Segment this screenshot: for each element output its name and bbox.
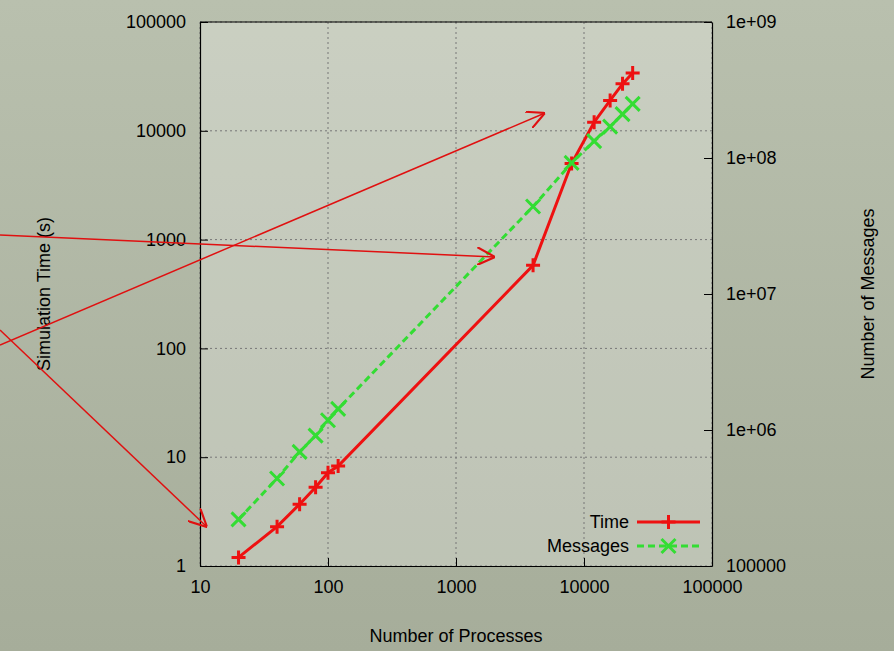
tick: 1e+07	[704, 284, 777, 304]
data-point	[232, 550, 246, 564]
tick: 100	[156, 339, 208, 359]
axis-line	[712, 23, 713, 567]
legend-label: Messages	[547, 536, 629, 556]
grid-line	[200, 130, 712, 131]
tick: 1000	[436, 558, 476, 597]
tick-mark	[704, 294, 712, 295]
tick-mark	[704, 566, 712, 567]
series-line	[239, 104, 633, 520]
data-point	[526, 258, 540, 272]
data-point	[526, 199, 540, 213]
data-point	[331, 459, 345, 473]
chart: 1010010001000010000011010010001000010000…	[0, 0, 894, 651]
grid-line	[200, 239, 712, 240]
grid-line	[200, 457, 712, 458]
background	[0, 0, 894, 651]
tick-label: 10000	[136, 121, 186, 141]
data-point	[321, 466, 335, 480]
data-point	[270, 520, 284, 534]
data-point	[309, 429, 323, 443]
tick-label: 100000	[126, 12, 186, 32]
frame	[200, 21, 712, 22]
data-point	[270, 471, 284, 485]
grid	[200, 22, 712, 566]
y-axis: 1 10 100 1000 10000 100000	[126, 12, 208, 576]
grid-line	[200, 348, 712, 349]
legend-marker	[662, 515, 676, 529]
tick-label: 1e+08	[726, 148, 777, 168]
data-point	[587, 115, 601, 129]
tick-label: 10	[190, 577, 210, 597]
tick: 1e+06	[704, 420, 777, 440]
data-point	[603, 120, 617, 134]
data-point	[232, 512, 246, 526]
tick-label: 100	[156, 339, 186, 359]
tick-mark	[200, 348, 208, 349]
grid-line	[328, 22, 329, 566]
x-axis: 10 100 1000 10000 100000	[190, 558, 742, 597]
tick-mark	[200, 131, 208, 132]
data-point	[626, 97, 640, 111]
data-point	[565, 156, 579, 170]
plot-background	[200, 22, 712, 566]
tick-mark	[200, 457, 208, 458]
axis-line	[200, 23, 201, 567]
tick: 1	[176, 556, 208, 576]
tick-mark	[200, 566, 208, 567]
tick-label: 1e+09	[726, 12, 777, 32]
data-point	[565, 157, 579, 171]
series-line	[239, 73, 633, 557]
tick-label: 100000	[682, 577, 742, 597]
legend-marker	[662, 539, 676, 553]
tick: 100000	[704, 556, 786, 576]
arrow	[0, 113, 545, 345]
arrow	[0, 330, 207, 527]
grid-line	[456, 22, 457, 566]
tick-label: 10	[166, 447, 186, 467]
tick-label: 1000	[436, 577, 476, 597]
tick-mark	[584, 558, 585, 566]
tick-label: 1000	[146, 230, 186, 250]
data-point	[616, 77, 630, 91]
data-point	[626, 66, 640, 80]
tick: 1000	[146, 230, 208, 250]
data-point	[309, 480, 323, 494]
data-point	[293, 497, 307, 511]
y2-axis: 100000 1e+06 1e+07 1e+08 1e+09	[704, 12, 786, 576]
tick-mark	[328, 558, 329, 566]
tick-label: 1	[176, 556, 186, 576]
plot-marks	[232, 66, 640, 564]
grid-line	[200, 22, 712, 23]
legend: Time Messages	[547, 512, 700, 556]
tick: 100000	[126, 12, 208, 32]
tick-mark	[456, 558, 457, 566]
grid-line	[584, 22, 585, 566]
tick-mark	[704, 430, 712, 431]
y2-axis-title: Number of Messages	[858, 208, 878, 379]
data-point	[587, 134, 601, 148]
data-point	[331, 402, 345, 416]
tick: 100	[313, 558, 343, 597]
tick: 1e+09	[704, 12, 777, 32]
arrow	[0, 235, 495, 257]
tick-label: 100000	[726, 556, 786, 576]
tick: 10000	[136, 121, 208, 141]
tick-label: 100	[313, 577, 343, 597]
tick-label: 1e+06	[726, 420, 777, 440]
y-axis-title: Simulation Time (s)	[34, 217, 54, 371]
annotation-arrows	[0, 113, 545, 527]
tick-mark	[704, 158, 712, 159]
legend-label: Time	[590, 512, 629, 532]
x-axis-title: Number of Processes	[369, 626, 542, 646]
tick: 1e+08	[704, 148, 777, 168]
tick-label: 10000	[559, 577, 609, 597]
tick: 10	[166, 447, 208, 467]
tick-mark	[200, 240, 208, 241]
axis-line	[201, 566, 713, 567]
grid-line	[200, 22, 201, 566]
data-point	[603, 93, 617, 107]
tick: 10000	[559, 558, 609, 597]
tick-label: 1e+07	[726, 284, 777, 304]
data-point	[293, 445, 307, 459]
